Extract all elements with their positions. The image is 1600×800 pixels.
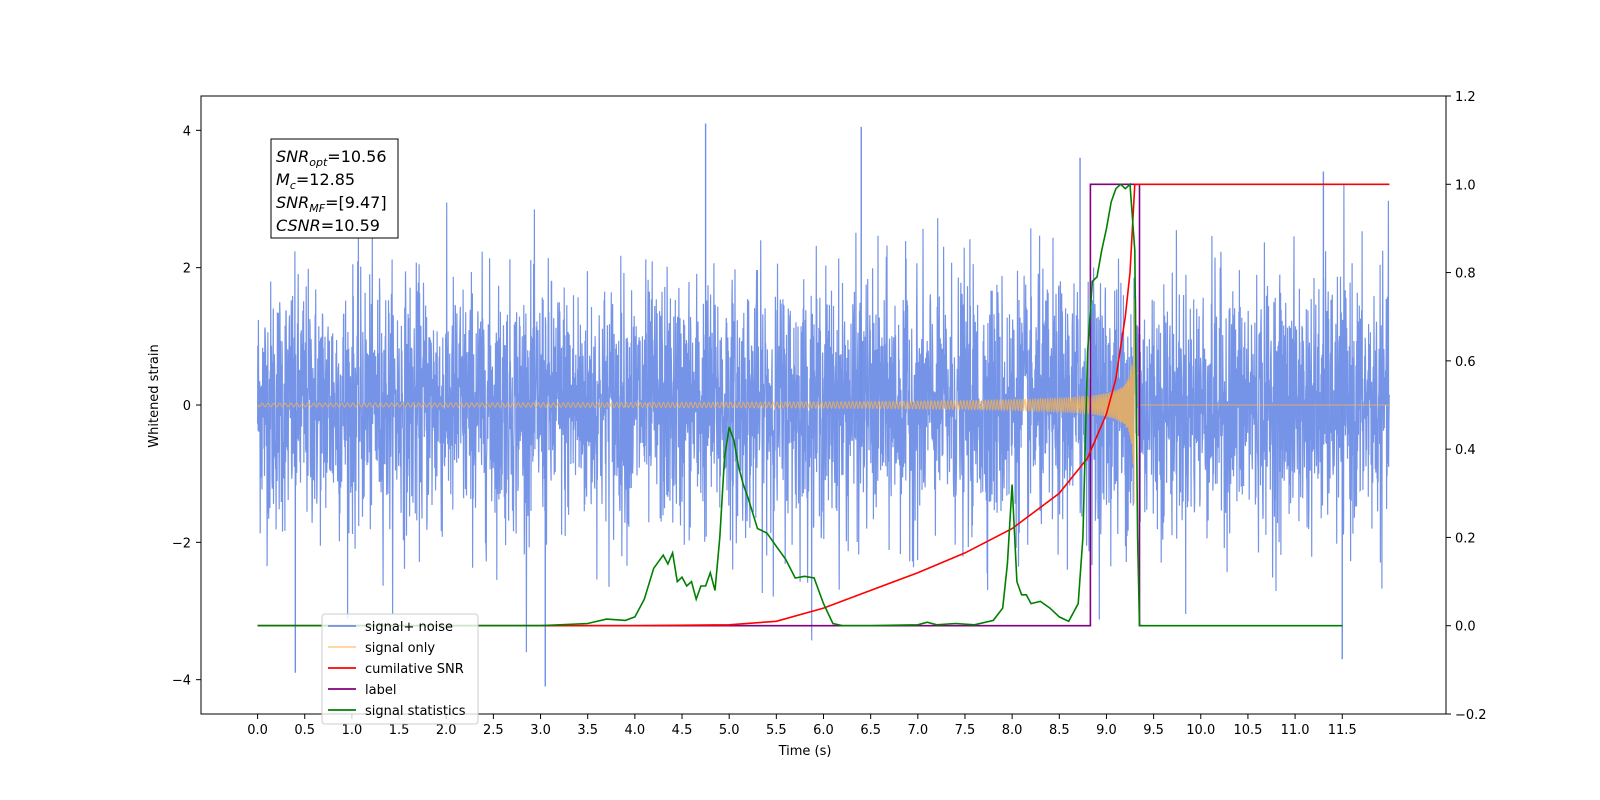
y2-tick-label: 1.2 bbox=[1455, 90, 1476, 105]
x-tick-label: 5.5 bbox=[766, 723, 787, 738]
y2-axis-ticks: 1.2 1.0 0.8 0.6 0.4 0.2 0.0 −0.2 bbox=[1446, 90, 1487, 723]
x-tick-label: 4.5 bbox=[672, 723, 693, 738]
x-tick-label: 9.5 bbox=[1143, 723, 1164, 738]
stats-annotation-line: Mc=12.85 bbox=[276, 170, 355, 192]
x-tick-label: 11.0 bbox=[1281, 723, 1310, 738]
stats-annotation-line: SNRMF=[9.47] bbox=[276, 193, 387, 215]
stats-annotation-line: CSNR=10.59 bbox=[276, 216, 380, 235]
x-tick-label: 7.0 bbox=[907, 723, 928, 738]
y2-tick-label: 0.0 bbox=[1455, 620, 1476, 635]
x-tick-label: 0.5 bbox=[294, 723, 315, 738]
y2-tick-label: 0.2 bbox=[1455, 531, 1476, 546]
x-tick-label: 5.0 bbox=[719, 723, 740, 738]
y2-tick-label: 0.8 bbox=[1455, 267, 1476, 282]
x-tick-label: 7.5 bbox=[955, 723, 976, 738]
x-axis-ticks: 0.0 0.5 1.0 1.5 2.0 2.5 3.0 3.5 4.0 4.5 5.0 5.5 6.0 6… bbox=[247, 714, 1357, 738]
y-tick-label: −4 bbox=[172, 674, 191, 689]
x-tick-label: 2.5 bbox=[483, 723, 504, 738]
x-tick-label: 0.0 bbox=[247, 723, 268, 738]
legend-label: signal+ noise bbox=[365, 620, 453, 635]
y2-tick-label: 0.6 bbox=[1455, 355, 1476, 370]
y-tick-label: 0 bbox=[183, 399, 191, 414]
x-tick-label: 6.0 bbox=[813, 723, 834, 738]
legend-label: label bbox=[365, 683, 396, 698]
x-tick-label: 1.0 bbox=[342, 723, 363, 738]
x-tick-label: 10.0 bbox=[1186, 723, 1215, 738]
stats-annotation-frame bbox=[270, 138, 399, 239]
legend-label: signal statistics bbox=[365, 704, 466, 719]
y-axis-ticks: 4 2 0 −2 −4 bbox=[172, 124, 201, 689]
stats-annotation-box: SNRopt=10.56Mc=12.85SNRMF=[9.47]CSNR=10.… bbox=[270, 138, 399, 239]
legend-frame bbox=[321, 613, 479, 725]
y2-tick-label: 1.0 bbox=[1455, 178, 1476, 193]
x-tick-label: 4.0 bbox=[625, 723, 646, 738]
y-tick-label: 4 bbox=[183, 124, 191, 139]
x-tick-label: 9.0 bbox=[1096, 723, 1117, 738]
series-signal-only-line bbox=[257, 298, 1390, 504]
legend: signal+ noise signal only cumilative SNR la… bbox=[321, 613, 479, 725]
y2-tick-label: −0.2 bbox=[1455, 708, 1487, 723]
legend-label: cumilative SNR bbox=[365, 662, 464, 677]
y-axis-title: Whitened strain bbox=[147, 344, 162, 447]
series-cumulative-snr-line bbox=[257, 183, 1390, 627]
x-tick-label: 6.5 bbox=[860, 723, 881, 738]
x-tick-label: 3.0 bbox=[530, 723, 551, 738]
x-axis-title: Time (s) bbox=[778, 744, 832, 759]
x-tick-label: 10.5 bbox=[1233, 723, 1262, 738]
series-signal-statistics-line bbox=[257, 182, 1343, 627]
x-tick-label: 11.5 bbox=[1328, 723, 1357, 738]
y2-tick-label: 0.4 bbox=[1455, 443, 1476, 458]
y-tick-label: 2 bbox=[183, 262, 191, 277]
plot-area bbox=[257, 123, 1390, 687]
x-tick-label: 8.5 bbox=[1049, 723, 1070, 738]
legend-label: signal only bbox=[365, 641, 435, 656]
y-tick-label: −2 bbox=[172, 536, 191, 551]
x-tick-label: 3.5 bbox=[577, 723, 598, 738]
stats-annotation-line: SNRopt=10.56 bbox=[276, 147, 387, 169]
x-tick-label: 1.5 bbox=[389, 723, 410, 738]
x-tick-label: 2.0 bbox=[436, 723, 457, 738]
x-tick-label: 8.0 bbox=[1002, 723, 1023, 738]
